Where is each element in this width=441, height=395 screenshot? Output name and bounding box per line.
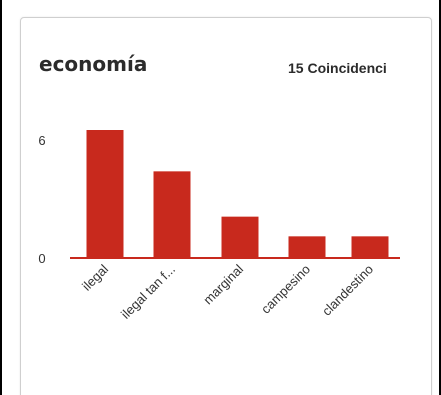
card-title: economía bbox=[39, 52, 148, 76]
x-category-label: marginal bbox=[200, 261, 246, 307]
bar-2[interactable] bbox=[221, 216, 259, 258]
bar-1[interactable] bbox=[153, 171, 191, 258]
y-tick-label: 6 bbox=[38, 133, 45, 148]
match-count-link[interactable]: 15 Coincidenci bbox=[288, 60, 387, 76]
x-category-label: ilegal tan f... bbox=[118, 262, 178, 322]
y-tick-label: 0 bbox=[38, 251, 45, 266]
x-category-label: campesino bbox=[258, 262, 313, 317]
x-category-label: clandestino bbox=[319, 262, 376, 319]
bar-4[interactable] bbox=[351, 236, 389, 258]
bar-0[interactable] bbox=[86, 130, 124, 258]
bar-3[interactable] bbox=[288, 236, 326, 258]
x-category-label: ilegal bbox=[79, 261, 111, 293]
